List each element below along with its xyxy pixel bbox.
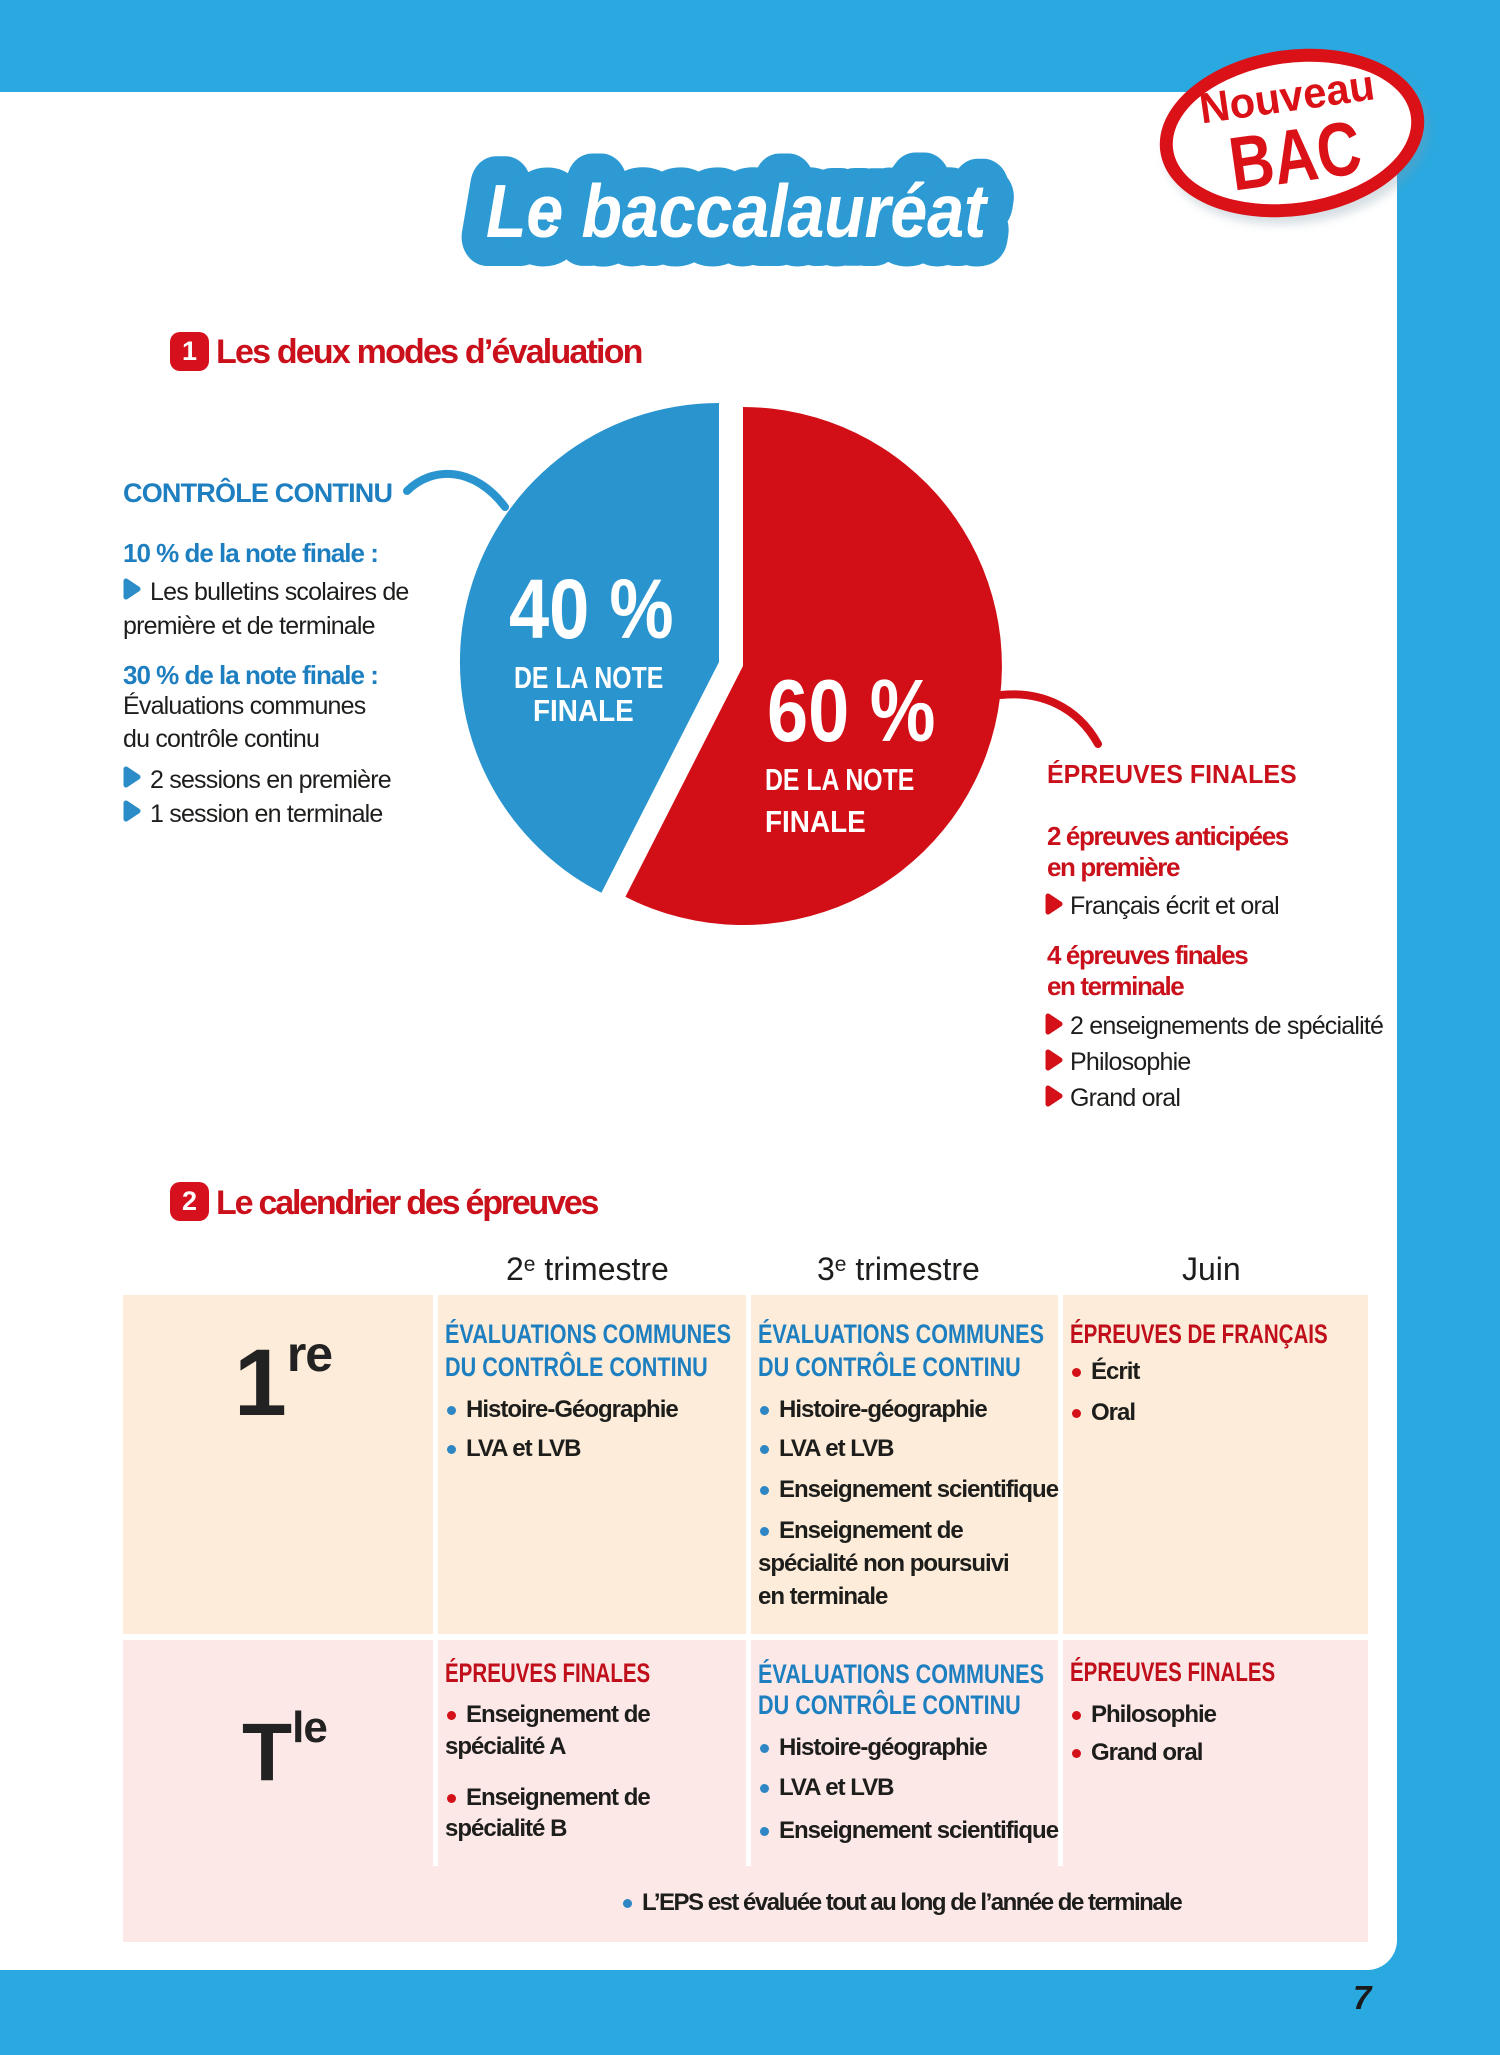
- svg-text:Le baccalauréat: Le baccalauréat: [486, 169, 989, 253]
